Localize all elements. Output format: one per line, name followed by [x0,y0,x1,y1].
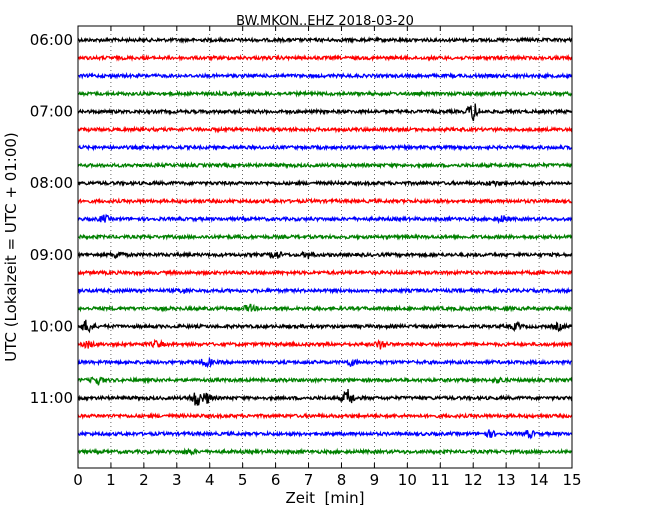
x-tick-label: 5 [238,471,248,489]
x-tick-label: 12 [464,471,483,489]
y-tick-label: 08:00 [30,174,73,192]
trace-line [77,213,573,225]
x-tick-label: 9 [370,471,380,489]
trace-line [77,53,573,62]
x-tick-label: 3 [172,471,182,489]
trace-line [77,143,573,152]
grid [110,26,540,468]
traces [77,36,573,456]
x-tick-label: 1 [106,471,116,489]
trace-line [77,303,573,313]
y-tick-label: 09:00 [30,246,73,264]
trace-line [77,197,572,206]
y-axis-label: UTC (Lokalzeit = UTC + 01:00) [2,132,20,362]
y-tick-label: 10:00 [30,317,73,335]
chart-title: BW.MKON..EHZ 2018-03-20 [236,14,414,29]
trace-line [77,319,573,334]
trace-line [77,338,573,350]
trace-line [77,179,572,188]
trace-line [77,411,573,420]
axis-ticks: 0 1 2 3 4 5 6 7 8 9 10 11 12 13 14 1506:0007:0008:0009:… [30,26,582,489]
trace-line [77,36,573,45]
trace-line [77,161,573,170]
x-tick-label: 2 [139,471,149,489]
trace-line [77,429,573,440]
x-tick-label: 0 [73,471,83,489]
x-tick-label: 4 [205,471,215,489]
trace-line [77,89,573,98]
trace-line [77,447,572,456]
x-tick-label: 6 [271,471,281,489]
x-axis-label: Zeit [min] [285,489,364,507]
y-tick-label: 07:00 [30,103,73,121]
trace-line [77,232,572,241]
trace-line [77,71,573,80]
x-tick-label: 15 [562,471,581,489]
x-tick-label: 10 [398,471,417,489]
x-tick-label: 11 [431,471,450,489]
trace-line [77,286,573,295]
y-tick-label: 11:00 [30,389,73,407]
trace-line [77,376,573,386]
x-tick-label: 13 [497,471,516,489]
trace-line [77,103,573,122]
y-tick-label: 06:00 [30,31,73,49]
trace-line [77,356,572,369]
trace-line [77,125,573,134]
trace-line [77,388,573,406]
x-tick-label: 7 [304,471,314,489]
plot-frame [77,25,573,469]
trace-line [77,268,573,277]
trace-line [77,250,573,260]
x-tick-label: 14 [530,471,549,489]
x-tick-label: 8 [337,471,347,489]
